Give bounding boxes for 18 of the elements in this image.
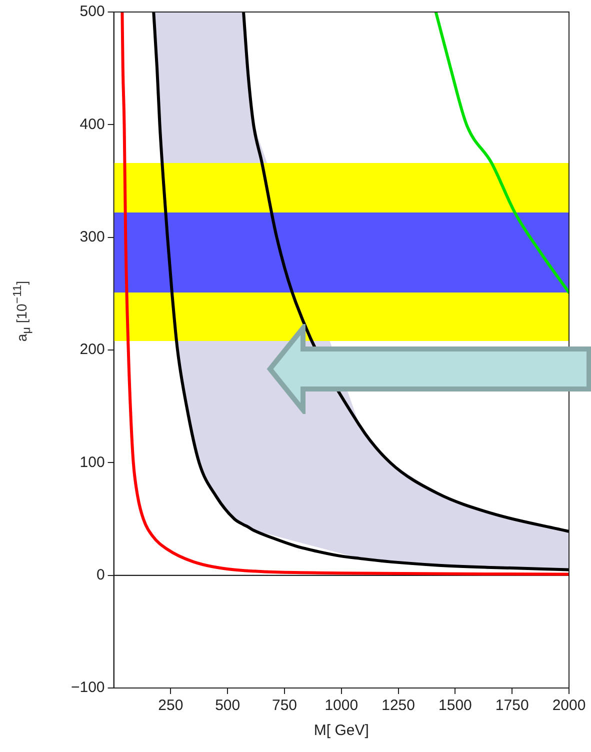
y-tick-label: 300 xyxy=(80,228,105,246)
y-tick-label: 200 xyxy=(80,341,105,358)
y-tick-label: 500 xyxy=(80,3,105,20)
x-tick-label: 1000 xyxy=(324,697,358,714)
x-tick-label: 750 xyxy=(272,697,298,714)
y-tick-label: 400 xyxy=(80,116,105,133)
y-tick-label: 0 xyxy=(96,566,105,584)
x-tick-label: 500 xyxy=(215,697,240,714)
x-axis-title: M[ GeV] xyxy=(314,722,369,740)
y-tick-label: 100 xyxy=(80,454,105,471)
y-tick-label: −100 xyxy=(70,679,105,696)
x-tick-label: 1500 xyxy=(438,697,472,714)
x-tick-label: 1750 xyxy=(495,697,529,714)
x-tick-label: 2000 xyxy=(552,697,586,714)
x-tick-label: 250 xyxy=(158,697,184,714)
line-series xyxy=(434,12,569,294)
line-series xyxy=(242,12,569,533)
x-tick-label: 1250 xyxy=(382,697,415,714)
